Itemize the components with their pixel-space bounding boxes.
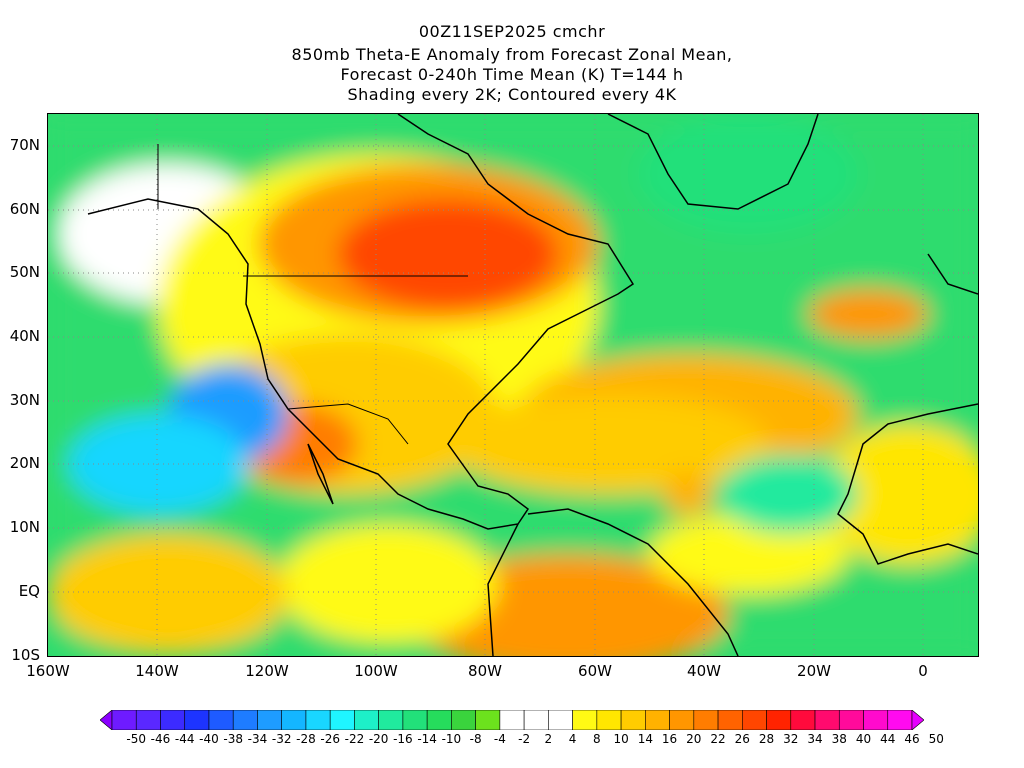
colorbar-label: 2 (544, 732, 553, 746)
lat-tick-label: 10N (9, 518, 40, 536)
lat-tick-label: 30N (9, 391, 40, 409)
colorbar-label: 16 (661, 732, 678, 746)
colorbar-cell (281, 710, 307, 730)
lat-tick-label: 70N (9, 136, 40, 154)
colorbar-cell (742, 710, 767, 730)
colorbar-cell (814, 710, 840, 730)
colorbar-cell (426, 710, 452, 730)
colorbar-cell (596, 710, 622, 730)
colorbar-label: 4 (568, 732, 577, 746)
colorbar-cell (523, 710, 549, 730)
colorbar-cell (378, 710, 404, 730)
lon-tick-label: 60W (578, 662, 612, 680)
colorbar-label: 46 (904, 732, 920, 746)
colorbar-label: -10 (441, 732, 462, 746)
colorbar-label: -34 (247, 732, 268, 746)
colorbar-label: 8 (593, 732, 601, 746)
colorbar-label: -4 (493, 732, 506, 746)
colorbar-cell (329, 710, 355, 730)
title-line-3: Forecast 0-240h Time Mean (K) T=144 h (340, 65, 684, 84)
colorbar-label: -20 (368, 732, 389, 746)
colorbar-cell (402, 710, 428, 730)
lon-tick-label: 100W (354, 662, 398, 680)
lon-tick-label: 160W (26, 662, 70, 680)
colorbar-label: -32 (271, 732, 292, 746)
colorbar-cell (499, 710, 525, 730)
shading-field (48, 114, 978, 656)
colorbar-label: 22 (710, 732, 726, 746)
colorbar-label: -26 (320, 732, 340, 746)
colorbar-label: -40 (199, 732, 219, 746)
colorbar-cell (184, 710, 210, 730)
colorbar-cell (790, 710, 816, 730)
colorbar-cell (645, 710, 670, 730)
colorbar-label: 50 (928, 732, 944, 746)
colorbar-label: 28 (758, 732, 775, 746)
lat-tick-label: EQ (18, 582, 40, 600)
colorbar-cell (475, 710, 501, 730)
lon-tick-label: 140W (135, 662, 179, 680)
colorbar-label: 26 (734, 732, 750, 746)
borders (157, 144, 468, 445)
colorbar-cell (135, 710, 161, 730)
colorbar-cell (717, 710, 743, 730)
lat-tick-label: 10S (11, 646, 40, 664)
title-line-1: 00Z11SEP2025 cmchr (418, 22, 606, 41)
colorbar-cell (838, 710, 864, 730)
colorbar-label: -16 (393, 732, 413, 746)
lon-tick-label: 120W (245, 662, 289, 680)
colorbar-label: 14 (637, 732, 653, 746)
colorbar-label: 38 (831, 732, 847, 746)
colorbar-cell (111, 710, 137, 730)
colorbar-cell (451, 710, 476, 730)
colorbar-label: -8 (469, 732, 482, 746)
colorbar-cell (208, 710, 234, 730)
colorbar-label: -46 (150, 732, 171, 746)
colorbar-label: -50 (126, 732, 147, 746)
lat-tick-label: 60N (9, 200, 40, 218)
colorbar-cell (669, 710, 695, 730)
colorbar-cell (548, 710, 573, 730)
colorbar-label: 20 (686, 732, 702, 746)
colorbar-cell (620, 710, 646, 730)
colorbar-cell (305, 710, 331, 730)
lon-tick-label: 40W (687, 662, 721, 680)
colorbar-label: -2 (518, 732, 531, 746)
colorbar-label: -38 (223, 732, 243, 746)
lat-tick-label: 50N (9, 263, 40, 281)
lon-tick-label: 80W (468, 662, 502, 680)
map-panel (47, 113, 979, 657)
graticule (48, 114, 978, 656)
lon-tick-label: 0 (918, 662, 928, 680)
colorbar-cell (354, 710, 379, 730)
colorbar-cell (160, 710, 186, 730)
coastlines (87, 114, 978, 656)
colorbar-cell (863, 710, 889, 730)
colorbar (100, 710, 924, 730)
colorbar-cell (257, 710, 282, 730)
colorbar-label: 44 (880, 732, 896, 746)
title-line-4: Shading every 2K; Contoured every 4K (347, 85, 677, 104)
colorbar-label: 34 (807, 732, 823, 746)
colorbar-cell (887, 710, 913, 730)
colorbar-cell (766, 710, 792, 730)
colorbar-min-arrow (100, 710, 113, 730)
anomaly-map (48, 114, 978, 656)
colorbar-cell (693, 710, 719, 730)
colorbar-label: 40 (855, 732, 872, 746)
lon-tick-label: 20W (797, 662, 831, 680)
lat-tick-label: 40N (9, 327, 40, 345)
colorbar-label: 10 (613, 732, 629, 746)
lat-tick-label: 20N (9, 454, 40, 472)
colorbar-cell (572, 710, 598, 730)
colorbar-max-arrow (911, 710, 924, 730)
colorbar-label: -44 (174, 732, 195, 746)
colorbar-label: -22 (344, 732, 365, 746)
colorbar-label: 32 (783, 732, 799, 746)
colorbar-label: -14 (417, 732, 437, 746)
colorbar-label: -28 (296, 732, 316, 746)
title-line-2: 850mb Theta-E Anomaly from Forecast Zona… (291, 45, 733, 64)
colorbar-cell (232, 710, 258, 730)
